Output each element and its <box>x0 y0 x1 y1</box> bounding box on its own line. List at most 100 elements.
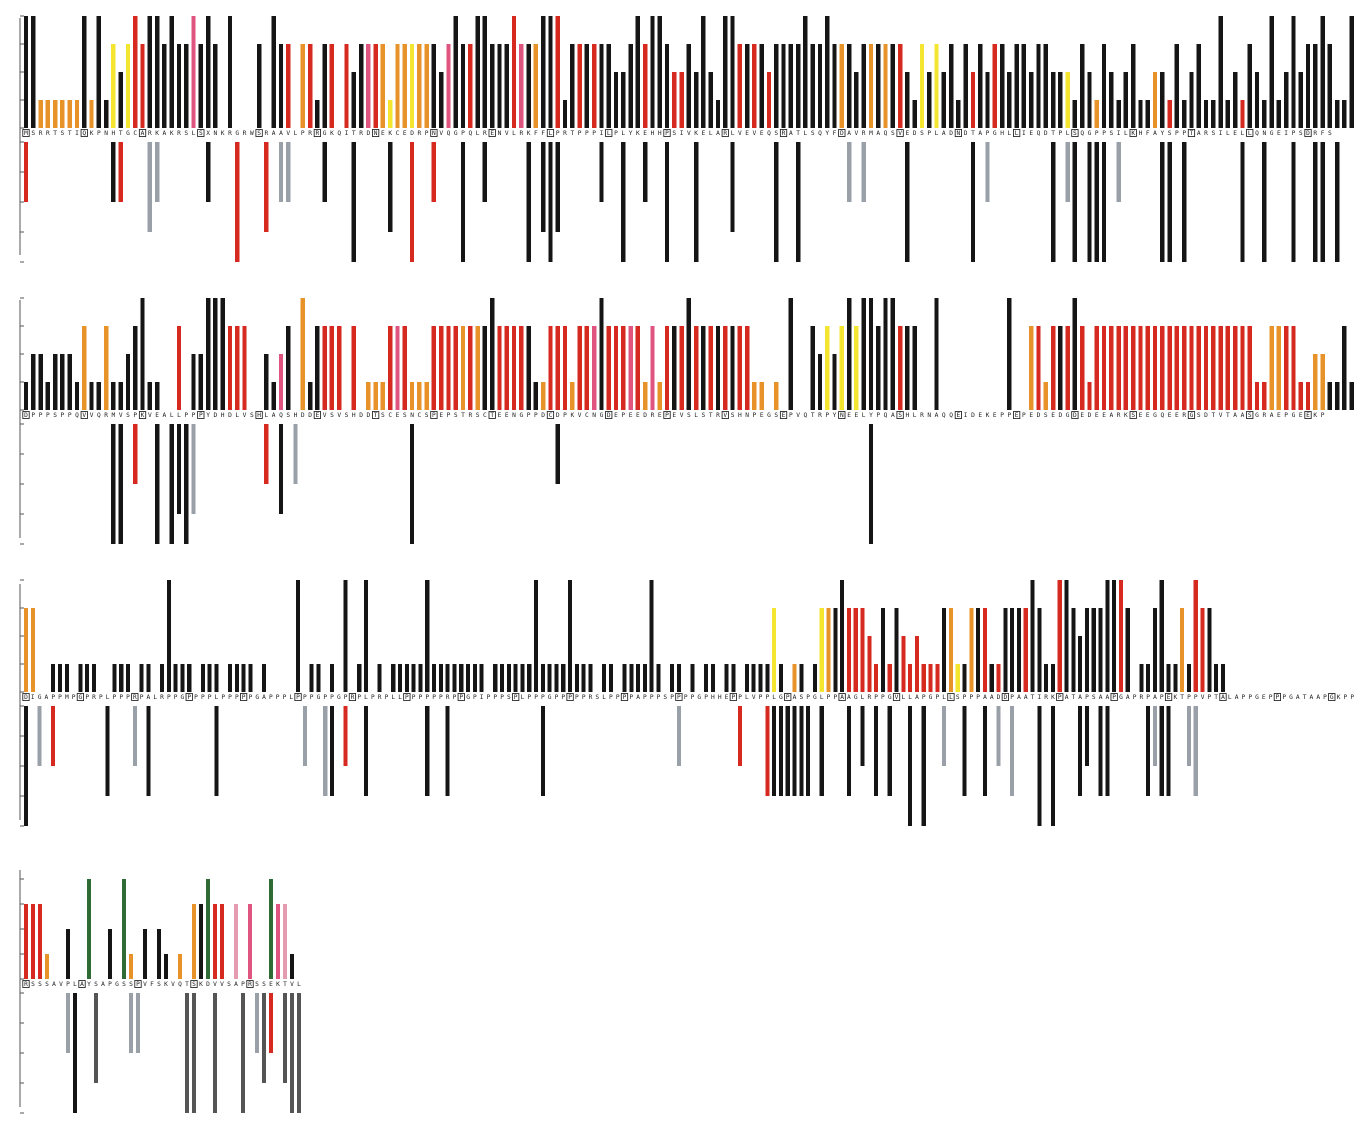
bar-up <box>520 664 525 692</box>
bar-down <box>176 424 182 514</box>
sequence-residue: K <box>164 981 168 988</box>
bar-up <box>511 326 517 410</box>
sequence-residue: V <box>119 412 123 419</box>
sequence-residue: P <box>184 412 188 419</box>
bar-up <box>1036 44 1041 128</box>
sequence-residue: G <box>854 694 858 701</box>
bar-up <box>103 100 109 128</box>
bar-up <box>241 664 246 692</box>
bar-up <box>490 298 495 410</box>
bar-up <box>358 44 364 128</box>
sequence-residue: P <box>113 694 117 701</box>
sequence-residue: A <box>990 694 994 701</box>
sequence-residue: P <box>283 694 287 701</box>
bar-up <box>286 44 291 128</box>
sequence-residue: Y <box>629 130 633 137</box>
bar-up <box>1193 580 1198 692</box>
sequence-residue: Q <box>767 130 771 137</box>
sequence-residue: V <box>171 981 175 988</box>
bar-up <box>1283 72 1289 128</box>
sequence-marker-box <box>190 980 198 988</box>
sequence-residue: G <box>337 694 341 701</box>
bar-up <box>479 664 484 692</box>
sequence-residue: A <box>1296 694 1300 701</box>
bar-up <box>825 326 830 410</box>
sequence-residue: L <box>913 412 917 419</box>
sequence-residue: A <box>1109 412 1113 419</box>
sequence-residue: G <box>779 694 783 701</box>
sequence-residue: V <box>895 694 899 701</box>
sequence-residue: A <box>1024 694 1028 701</box>
bar-down <box>118 424 123 544</box>
sequence-residue: K <box>1131 130 1135 137</box>
bar-up <box>409 44 415 128</box>
bar-down <box>154 142 160 202</box>
sequence-residue: G <box>1330 694 1334 701</box>
sequence-residue: T <box>1051 130 1055 137</box>
bar-down <box>942 706 947 766</box>
sequence-residue: A <box>636 694 640 701</box>
sequence-marker-box <box>675 693 683 701</box>
sequence-residue: K <box>276 981 280 988</box>
bar-down <box>792 706 797 796</box>
sequence-residue: P <box>46 412 50 419</box>
sequence-residue: P <box>425 694 429 701</box>
sequence-residue: D <box>366 412 370 419</box>
bar-up <box>1342 326 1347 410</box>
bar-down <box>286 142 291 202</box>
sequence-residue: H <box>1139 130 1143 137</box>
bar-up <box>752 44 757 128</box>
bar-up <box>833 608 838 692</box>
sequence-residue: L <box>398 694 402 701</box>
bar-down <box>860 706 865 766</box>
sequence-residue: P <box>582 694 586 701</box>
sequence-residue: R <box>867 694 871 701</box>
bar-up <box>519 326 524 410</box>
sequence-residue: G <box>929 694 933 701</box>
sequence-residue: P <box>432 694 436 701</box>
sequence-residue: G <box>1088 130 1092 137</box>
sequence-residue: S <box>425 412 429 419</box>
sequence-residue: D <box>214 412 218 419</box>
sequence-residue: E <box>1168 412 1172 419</box>
bar-up <box>774 382 779 410</box>
sequence-residue: A <box>876 130 880 137</box>
sequence-marker-box <box>1013 411 1021 419</box>
bar-up <box>642 44 648 128</box>
sequence-residue: T <box>971 130 975 137</box>
bar-up <box>679 326 684 410</box>
sequence-residue: G <box>1119 694 1123 701</box>
bar-up <box>23 16 29 128</box>
sequence-marker-box <box>138 129 147 137</box>
bar-up <box>1112 580 1117 692</box>
bar-up <box>60 354 65 410</box>
bar-up <box>935 664 940 692</box>
sequence-marker-box <box>430 129 438 137</box>
sequence-residue: K <box>141 412 145 419</box>
sequence-residue: V <box>753 130 757 137</box>
sequence-residue: R <box>920 412 924 419</box>
sequence-residue: S <box>381 412 385 419</box>
bar-up <box>31 354 36 410</box>
bar-up <box>861 298 866 410</box>
sequence-residue: G <box>126 130 130 137</box>
sequence-residue: D <box>1306 130 1310 137</box>
bar-up <box>1160 326 1165 410</box>
bar-down <box>1098 706 1103 796</box>
bar-down <box>212 993 218 1113</box>
bar-up <box>799 664 804 692</box>
sequence-residue: D <box>1088 412 1092 419</box>
bar-up <box>1203 100 1209 128</box>
bar-up <box>271 382 276 410</box>
bar-up <box>286 326 291 410</box>
sequence-residue: P <box>1160 694 1164 701</box>
sequence-residue: L <box>364 694 368 701</box>
sequence-residue: P <box>963 694 967 701</box>
sequence-residue: D <box>541 412 545 419</box>
sequence-residue: I <box>964 412 968 419</box>
sequence-residue: P <box>541 694 545 701</box>
bar-down <box>409 424 415 544</box>
sequence-marker-box <box>1056 693 1064 701</box>
bar-up <box>1010 608 1015 692</box>
sequence-residue: A <box>163 130 167 137</box>
